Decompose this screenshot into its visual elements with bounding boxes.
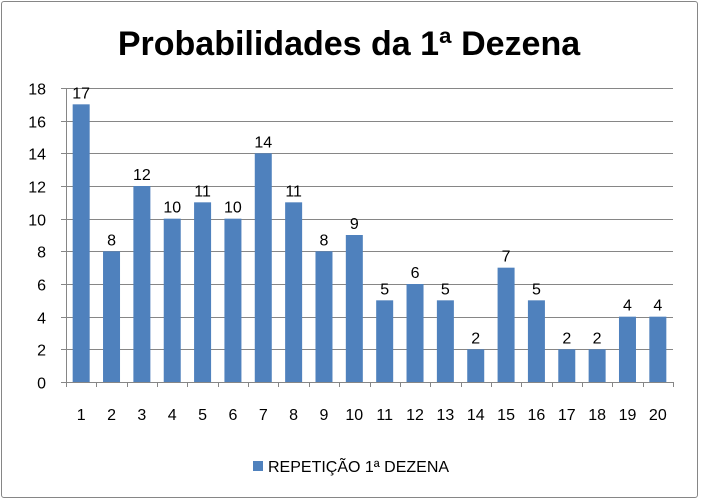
data-label: 9 — [350, 216, 359, 233]
x-tick-label: 4 — [168, 407, 177, 424]
x-tick-label: 17 — [558, 407, 576, 424]
y-tick-label: 6 — [37, 278, 46, 295]
y-tick-label: 10 — [28, 213, 46, 230]
data-label: 11 — [194, 183, 211, 200]
x-tick-label: 3 — [137, 407, 146, 424]
data-label: 8 — [320, 232, 329, 249]
bar — [103, 251, 121, 382]
data-label: 4 — [653, 298, 662, 315]
bar — [285, 202, 303, 382]
x-tick-label: 5 — [198, 407, 207, 424]
legend-swatch — [253, 461, 263, 471]
x-tick-label: 11 — [376, 407, 393, 424]
x-axis: 1 2 3 4 5 6 7 8 9 10 11 12 13 14 15 16 17 18 19 20 — [66, 382, 674, 424]
y-tick-label: 0 — [37, 376, 46, 393]
y-tick-label: 8 — [37, 245, 46, 262]
y-tick-label: 2 — [37, 343, 46, 360]
data-label: 5 — [441, 281, 450, 298]
x-tick-label: 12 — [406, 407, 424, 424]
legend: REPETIÇÃO 1ª DEZENA — [253, 456, 449, 476]
y-tick-label: 12 — [28, 180, 46, 197]
x-tick-label: 1 — [77, 407, 86, 424]
data-label: 6 — [411, 265, 420, 282]
bar — [618, 316, 636, 382]
x-tick-label: 9 — [320, 407, 329, 424]
bar — [254, 153, 272, 382]
data-label: 10 — [163, 200, 181, 217]
x-tick-label: 14 — [467, 407, 485, 424]
data-labels: 17 8 12 10 11 10 14 11 8 9 5 6 5 2 7 5 2 2 4 4 — [72, 85, 662, 347]
data-label: 7 — [502, 249, 511, 266]
y-tick-label: 4 — [37, 311, 46, 328]
data-label: 10 — [224, 200, 242, 217]
bar — [527, 300, 545, 382]
x-tick-label: 15 — [497, 407, 515, 424]
bar — [315, 251, 333, 382]
bar — [649, 316, 667, 382]
data-label: 4 — [623, 298, 632, 315]
bars — [72, 104, 667, 382]
data-label: 5 — [532, 281, 541, 298]
x-tick-label: 20 — [649, 407, 667, 424]
x-tick-label: 6 — [228, 407, 237, 424]
y-tick-label: 14 — [28, 147, 46, 164]
x-tick-label: 8 — [289, 407, 298, 424]
x-tick-label: 13 — [436, 407, 454, 424]
x-tick-label: 18 — [588, 407, 606, 424]
x-tick-label: 2 — [107, 407, 116, 424]
y-tick-label: 16 — [28, 115, 46, 132]
bar — [436, 300, 454, 382]
bar — [163, 218, 181, 382]
chart-title: Probabilidades da 1ª Dezena — [118, 25, 581, 63]
x-tick-label: 7 — [259, 407, 268, 424]
bar — [133, 186, 151, 382]
data-label: 11 — [285, 183, 302, 200]
data-label: 17 — [72, 85, 90, 102]
bar — [588, 349, 606, 382]
data-label: 2 — [593, 330, 602, 347]
x-tick-label: 16 — [528, 407, 546, 424]
legend-label: REPETIÇÃO 1ª DEZENA — [268, 456, 449, 476]
data-label: 14 — [254, 134, 272, 151]
y-axis: 0 2 4 6 8 10 12 14 16 18 — [28, 82, 67, 393]
bar — [558, 349, 576, 382]
bar — [497, 267, 515, 382]
bar — [467, 349, 485, 382]
y-tick-label: 18 — [28, 82, 46, 99]
data-label: 2 — [471, 330, 480, 347]
bar — [376, 300, 394, 382]
x-tick-label: 10 — [345, 407, 363, 424]
x-tick-label: 19 — [619, 407, 637, 424]
bar — [72, 104, 90, 382]
gridlines — [66, 88, 673, 350]
bar — [224, 218, 242, 382]
data-label: 8 — [107, 232, 116, 249]
data-label: 2 — [562, 330, 571, 347]
bar — [194, 202, 212, 382]
data-label: 12 — [133, 167, 151, 184]
bar — [345, 235, 363, 382]
data-label: 5 — [380, 281, 389, 298]
bar — [406, 284, 424, 382]
